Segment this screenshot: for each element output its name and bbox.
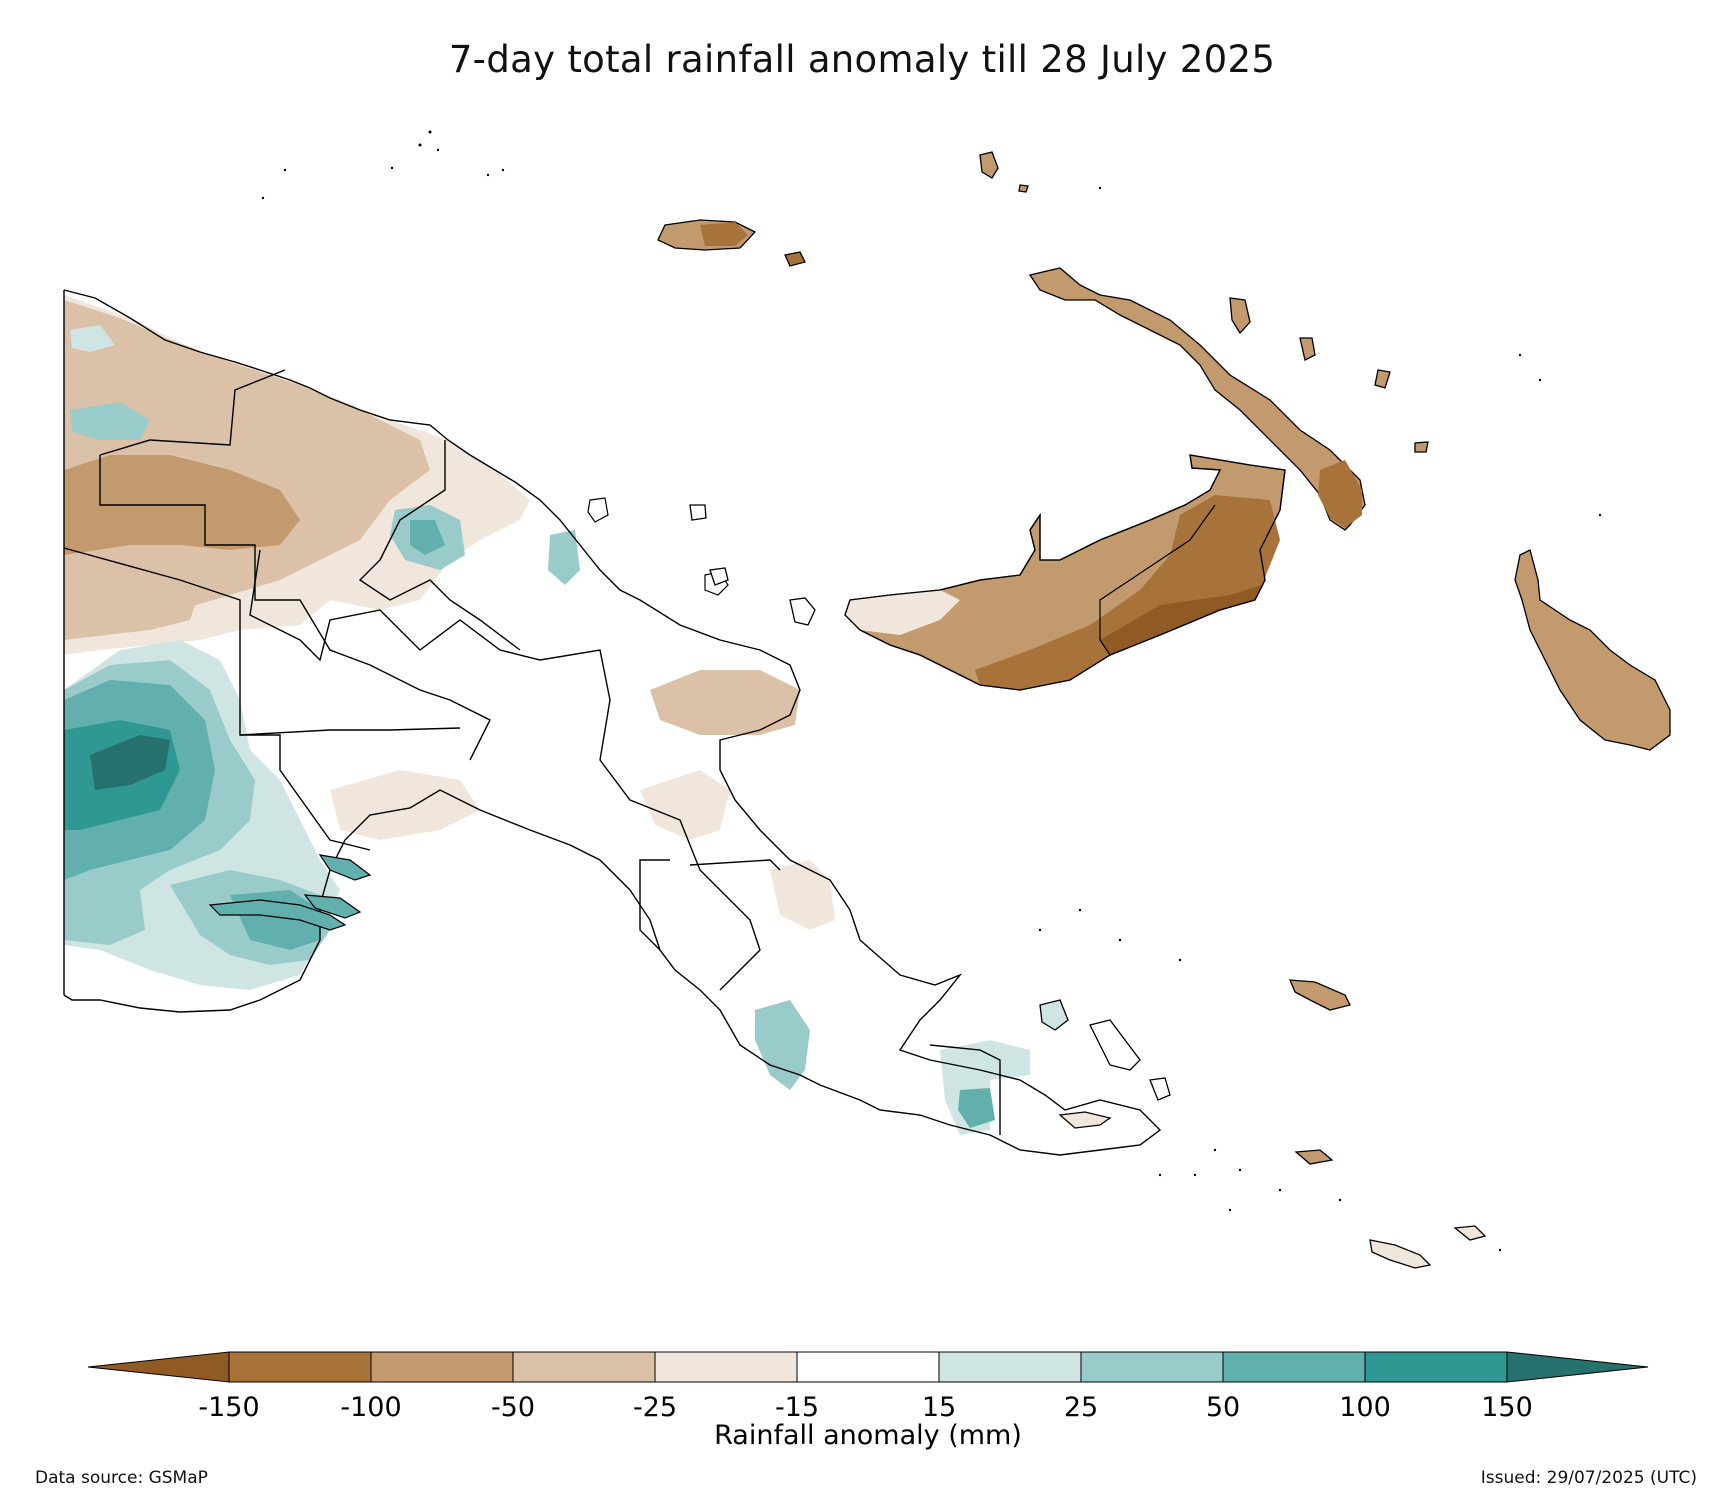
karkar-island bbox=[789, 597, 816, 626]
tabar-island bbox=[1299, 337, 1316, 361]
islands bbox=[657, 151, 1671, 1269]
dry-patch-central-highlands bbox=[330, 770, 480, 840]
colorbar-tick: -100 bbox=[340, 1392, 401, 1423]
long-island bbox=[709, 567, 729, 586]
colorbar-bin bbox=[938, 1351, 1082, 1383]
wet-patch-north-small-inner bbox=[410, 520, 445, 555]
mainland-coastline bbox=[63, 289, 1162, 1156]
small-island-mussau-2 bbox=[1018, 184, 1029, 193]
dry-patch-madang-light bbox=[640, 770, 730, 840]
normanby-island bbox=[1149, 1077, 1171, 1101]
wet-patch-west-coast bbox=[70, 402, 150, 440]
fergusson-island bbox=[1089, 1019, 1141, 1071]
colorbar-bin bbox=[512, 1351, 656, 1383]
bougainville bbox=[1514, 549, 1671, 751]
colorbar-tick: 100 bbox=[1339, 1392, 1391, 1423]
woodlark-island bbox=[1288, 979, 1351, 1011]
colorbar-tick: -25 bbox=[633, 1392, 677, 1423]
colorbar-bin bbox=[796, 1351, 940, 1383]
wet-patch-wewak bbox=[548, 530, 580, 585]
dry-patch-morobe bbox=[770, 860, 835, 930]
colorbar-tick: -15 bbox=[775, 1392, 819, 1423]
new-britain-darkest bbox=[1100, 585, 1262, 655]
issued-date: Issued: 29/07/2025 (UTC) bbox=[1480, 1468, 1697, 1488]
new-ireland-dark bbox=[1318, 460, 1362, 528]
colorbar-tick: 15 bbox=[922, 1392, 956, 1423]
dry-patch-sepik bbox=[64, 560, 200, 640]
dry-patch-madang bbox=[650, 670, 800, 735]
lihir-island bbox=[1229, 297, 1251, 335]
colorbar-bin bbox=[1222, 1351, 1366, 1383]
feni-island bbox=[1374, 369, 1391, 389]
goodenough-island bbox=[1039, 999, 1069, 1031]
colorbar-tick: 50 bbox=[1206, 1392, 1240, 1423]
wet-patch-western-150 bbox=[90, 735, 170, 790]
colorbar-tick: -150 bbox=[198, 1392, 259, 1423]
colorbar-bin bbox=[370, 1351, 514, 1383]
new-britain-outline bbox=[844, 454, 1286, 691]
new-ireland bbox=[1028, 267, 1366, 531]
misima-island bbox=[1058, 1111, 1112, 1129]
colorbar-bin bbox=[654, 1351, 798, 1383]
new-britain-province-border bbox=[1099, 504, 1216, 656]
fly-river-delta bbox=[208, 854, 372, 931]
reef-dots bbox=[261, 130, 1602, 1252]
rossel-island bbox=[1369, 1239, 1432, 1269]
colorbar-tick: -50 bbox=[491, 1392, 535, 1423]
dry-patch-north-mid bbox=[64, 300, 430, 630]
colorbar-bin bbox=[87, 1351, 230, 1383]
small-island-manus-east bbox=[784, 251, 806, 267]
mussau-island bbox=[979, 151, 999, 179]
colorbar-tick: 25 bbox=[1064, 1392, 1098, 1423]
colorbar-tick: 150 bbox=[1481, 1392, 1533, 1423]
colorbar-bin bbox=[1506, 1351, 1649, 1383]
umboi-island bbox=[689, 504, 707, 521]
data-source-note: Data source: GSMaP bbox=[35, 1468, 208, 1488]
wet-patch-oro bbox=[755, 1000, 810, 1090]
wet-patch-milne-inner bbox=[958, 1088, 995, 1128]
map-title: 7-day total rainfall anomaly till 28 Jul… bbox=[448, 38, 1276, 81]
wet-patch-west-coast-top bbox=[70, 325, 115, 352]
colorbar-bin bbox=[228, 1351, 372, 1383]
colorbar-bin bbox=[1364, 1351, 1508, 1383]
sudest-island bbox=[1453, 1225, 1487, 1241]
provincial-boundaries bbox=[63, 369, 1001, 1135]
nissan-island bbox=[1414, 441, 1429, 453]
colorbar-bin bbox=[1080, 1351, 1224, 1383]
manus-dark bbox=[700, 222, 748, 246]
colorbar: -150 -100 -50 -25 -15 15 25 50 100 150 R… bbox=[87, 1351, 1649, 1451]
colorbar-label: Rainfall anomaly (mm) bbox=[714, 1420, 1022, 1451]
mainland bbox=[63, 289, 1162, 1156]
trobriand-small bbox=[1294, 1149, 1334, 1165]
new-britain-light-west bbox=[845, 590, 960, 635]
new-britain-dark bbox=[975, 495, 1280, 690]
